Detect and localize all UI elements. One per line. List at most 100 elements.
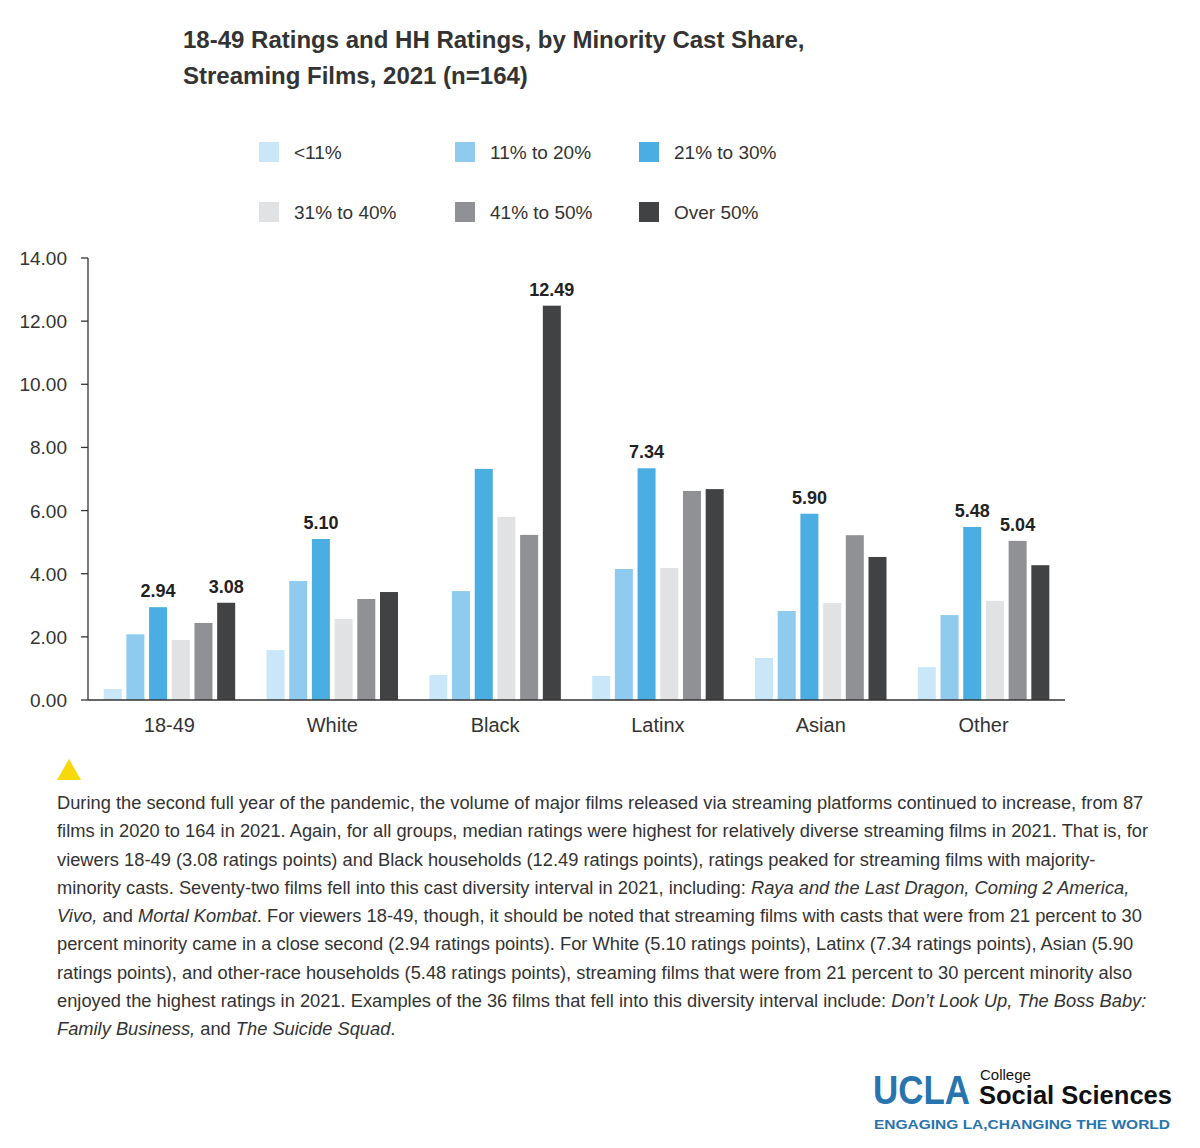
legend-label: <11% <box>294 142 342 163</box>
legend-swatch <box>639 202 659 222</box>
legend-label: 21% to 30% <box>674 142 777 163</box>
bar <box>823 603 841 700</box>
data-label: 5.48 <box>955 501 990 521</box>
y-tick <box>81 510 88 511</box>
bar <box>1009 541 1027 700</box>
caption-text: and <box>195 1018 236 1039</box>
bar <box>289 581 307 700</box>
data-label: 5.04 <box>1000 515 1035 535</box>
bar <box>357 599 375 700</box>
y-axis-line <box>87 258 88 700</box>
legend-swatch <box>259 142 279 162</box>
x-tick-label: White <box>307 714 358 736</box>
bars <box>104 306 1050 700</box>
y-tick <box>81 384 88 385</box>
bar <box>312 539 330 700</box>
y-tick-label: 8.00 <box>30 437 67 458</box>
bar <box>1031 565 1049 700</box>
y-tick-label: 10.00 <box>19 374 67 395</box>
bar <box>126 634 144 700</box>
legend-label: 31% to 40% <box>294 202 397 223</box>
x-tick-label: Asian <box>796 714 846 736</box>
caption-film-titles: Mortal Kombat <box>138 905 257 926</box>
logo-tagline: ENGAGING LA,CHANGING THE WORLD <box>874 1117 1170 1132</box>
y-tick <box>81 320 88 321</box>
caption-text: and <box>97 905 138 926</box>
bar <box>520 535 538 700</box>
data-label: 12.49 <box>529 280 574 300</box>
data-label: 3.08 <box>209 577 244 597</box>
data-labels: 2.94 5.10 7.34 5.90 5.48 5.04 3.08 12.49 <box>141 280 1036 602</box>
logo: UCLACollegeSocial SciencesENGAGING LA,CH… <box>873 1066 1172 1132</box>
legend-swatch <box>455 142 475 162</box>
legend-entry: 21% to 30% <box>639 142 777 163</box>
y-tick <box>81 257 88 258</box>
caption-film-titles: The Suicide Squad <box>236 1018 390 1039</box>
y-tick <box>81 636 88 637</box>
legend-entry: 31% to 40% <box>259 202 397 223</box>
bar <box>963 527 981 700</box>
data-label: 7.34 <box>629 442 664 462</box>
bar <box>380 592 398 700</box>
legend-label: 11% to 20% <box>490 142 591 163</box>
bar <box>172 640 190 700</box>
chart-title: 18-49 Ratings and HH Ratings, by Minorit… <box>183 22 883 94</box>
y-tick <box>81 573 88 574</box>
bar <box>452 591 470 700</box>
caption-text: . <box>390 1018 395 1039</box>
legend-entry: <11% <box>259 142 342 163</box>
legend-swatch <box>639 142 659 162</box>
bar <box>149 607 167 700</box>
bar <box>429 675 447 700</box>
bar <box>194 623 212 700</box>
bar <box>267 650 285 700</box>
bar <box>217 603 235 700</box>
bar <box>986 601 1004 700</box>
data-label: 2.94 <box>141 581 176 601</box>
bar <box>755 658 773 700</box>
bar <box>543 306 561 700</box>
legend-swatch <box>455 202 475 222</box>
caption: During the second full year of the pande… <box>57 789 1157 1044</box>
x-tick-label: Black <box>471 714 521 736</box>
bar <box>638 468 656 700</box>
data-label: 5.90 <box>792 488 827 508</box>
legend-entry: 41% to 50% <box>455 202 593 223</box>
triangle-icon <box>57 759 81 780</box>
bar <box>683 491 701 700</box>
y-tick-label: 6.00 <box>30 501 67 522</box>
y-tick <box>81 699 88 700</box>
bar <box>615 569 633 700</box>
bar <box>941 615 959 700</box>
legend-swatch <box>259 202 279 222</box>
bar <box>918 667 936 700</box>
y-tick-label: 4.00 <box>30 564 67 585</box>
bar <box>335 619 353 700</box>
bar <box>497 517 515 700</box>
logo-unit: Social Sciences <box>979 1081 1172 1109</box>
x-tick-label: Other <box>959 714 1009 736</box>
x-axis-line <box>88 699 1065 700</box>
data-label: 5.10 <box>303 513 338 533</box>
y-tick-label: 12.00 <box>19 311 67 332</box>
bar <box>778 611 796 700</box>
y-tick <box>81 447 88 448</box>
x-tick-label: Latinx <box>631 714 684 736</box>
bar <box>475 469 493 700</box>
legend-entry: 11% to 20% <box>455 142 591 163</box>
x-tick-label: 18-49 <box>144 714 195 736</box>
bar <box>660 568 678 700</box>
legend-label: 41% to 50% <box>490 202 593 223</box>
bar <box>846 535 864 700</box>
y-tick-label: 14.00 <box>19 248 67 269</box>
bar <box>104 689 122 700</box>
y-tick-label: 2.00 <box>30 627 67 648</box>
legend-label: Over 50% <box>674 202 759 223</box>
bar <box>592 676 610 700</box>
logo-name: UCLA <box>873 1067 970 1113</box>
bar <box>869 557 887 700</box>
legend-entry: Over 50% <box>639 202 759 223</box>
chart-canvas: <11% 11% to 20% 21% to 30% 31% to 40% 41% to… <box>0 0 1200 1148</box>
y-tick-label: 0.00 <box>30 690 67 711</box>
bar <box>706 489 724 700</box>
